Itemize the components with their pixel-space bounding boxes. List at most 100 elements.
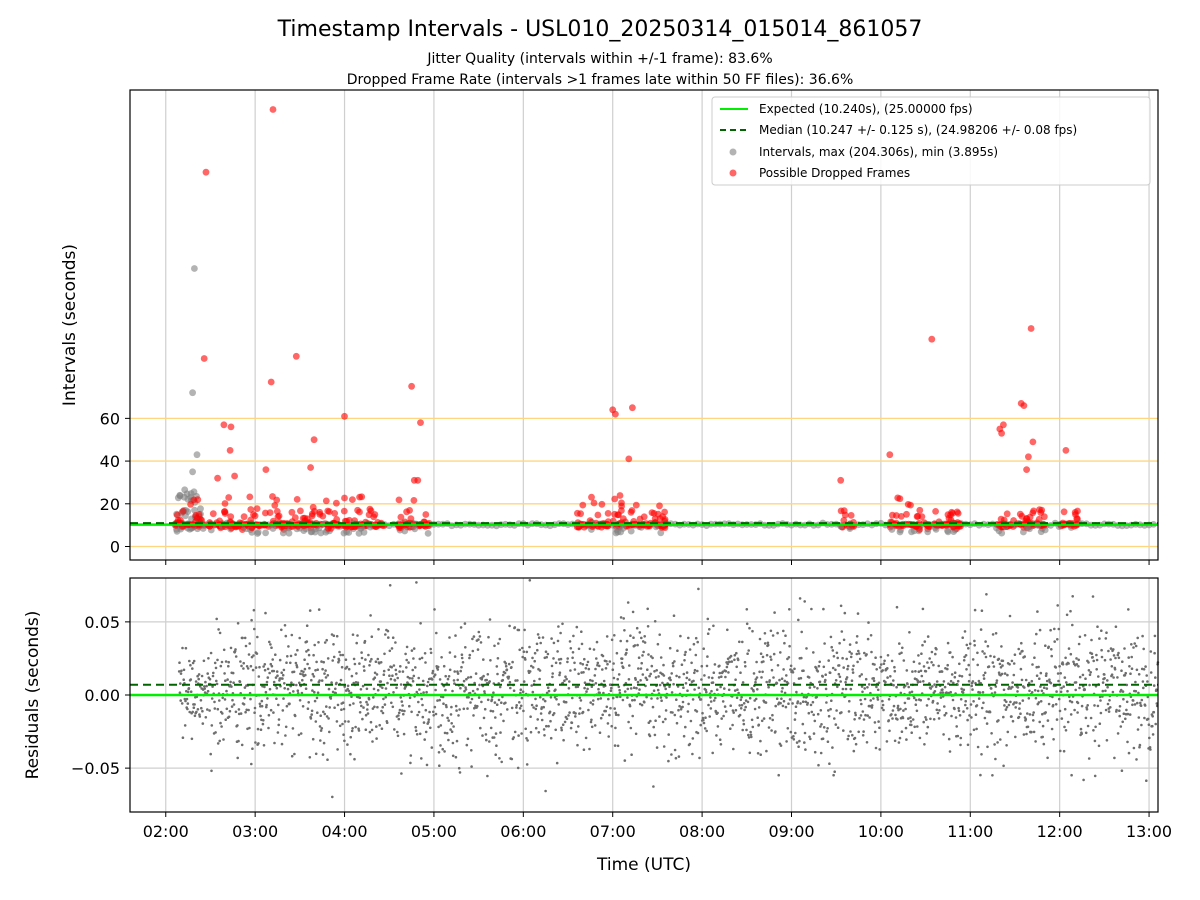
residual-point (973, 639, 976, 643)
residual-point (932, 718, 936, 721)
residual-point (669, 678, 672, 682)
residual-point (693, 668, 697, 672)
residual-point (588, 647, 592, 651)
residual-point (482, 716, 486, 720)
residual-point (905, 738, 908, 741)
residual-point (286, 655, 289, 658)
residual-point (979, 628, 983, 631)
residual-point (352, 681, 356, 685)
residual-point (580, 642, 584, 646)
residual-point (608, 713, 611, 717)
residual-point (968, 673, 972, 677)
residual-point (924, 716, 927, 719)
residual-point (407, 661, 410, 664)
residual-point (683, 659, 686, 662)
residual-point (191, 661, 195, 665)
residual-point (1084, 677, 1087, 680)
residual-point (754, 697, 758, 701)
residual-point (313, 699, 317, 703)
residual-point (409, 761, 412, 765)
residual-point (216, 707, 220, 711)
residual-point (929, 687, 933, 690)
residual-point (651, 656, 654, 660)
residual-point (700, 664, 704, 668)
residual-point (614, 713, 618, 716)
residual-point (954, 716, 958, 719)
residual-point (829, 635, 833, 639)
residual-point (1006, 730, 1010, 734)
residuals-ticks: 02:00 03:00 04:00 05:00 06:00 07:00 08:00 09:00… (71, 613, 1172, 841)
residual-point (1075, 663, 1079, 666)
residual-point (739, 707, 743, 710)
residual-point (1103, 673, 1106, 676)
residual-point (837, 664, 841, 667)
residual-point (836, 656, 839, 660)
residual-point (993, 655, 996, 659)
residual-point (180, 702, 184, 705)
residual-point (620, 657, 624, 660)
residual-point (299, 672, 302, 676)
residual-point (1012, 673, 1016, 677)
residual-point (917, 654, 920, 657)
residual-point (211, 685, 214, 688)
residual-point (620, 661, 624, 665)
residual-point (631, 699, 634, 702)
residual-point (486, 673, 490, 676)
residual-point (536, 648, 539, 652)
residual-point (325, 638, 329, 642)
residual-point (1098, 722, 1102, 725)
residual-point (427, 720, 430, 724)
residual-point (247, 708, 250, 712)
residual-point (896, 704, 900, 708)
residual-point (604, 709, 607, 713)
residual-point (1037, 701, 1041, 704)
residual-point (204, 680, 207, 684)
residual-point (1011, 719, 1015, 723)
residual-point (1032, 719, 1035, 722)
residual-point (779, 701, 782, 705)
residual-point (335, 634, 339, 638)
residual-point (935, 647, 938, 651)
residual-point (857, 730, 860, 734)
residual-point (1038, 628, 1042, 632)
residual-point (521, 646, 524, 650)
residual-point (819, 725, 822, 728)
residual-point (861, 710, 865, 713)
residual-point (847, 734, 850, 738)
residual-point (664, 687, 667, 691)
residual-point (743, 708, 746, 712)
residual-point (445, 731, 449, 735)
residual-point (216, 658, 219, 662)
residual-point (1071, 595, 1074, 598)
residual-point (793, 667, 796, 671)
residual-point (751, 629, 754, 633)
residual-point (587, 667, 591, 671)
residual-point (227, 660, 230, 664)
residual-point (968, 642, 972, 645)
residual-point (1127, 608, 1130, 611)
residual-point (627, 720, 630, 724)
residual-point (934, 652, 937, 656)
residual-point (529, 715, 532, 718)
dropped-frame-point (200, 355, 208, 362)
residual-point (358, 696, 362, 700)
intervals-axes-frame (129, 89, 1159, 561)
residual-point (604, 667, 608, 670)
expected-median-lines (130, 522, 1158, 526)
residual-point (977, 679, 981, 683)
residual-point (747, 649, 750, 652)
residual-point (532, 706, 535, 709)
residual-point (652, 689, 656, 692)
dropped-frame-point (269, 106, 277, 113)
residual-point (1135, 758, 1138, 761)
residual-point (1031, 663, 1034, 666)
residual-point (843, 611, 847, 615)
residual-point (1122, 712, 1126, 715)
residual-point (297, 733, 301, 737)
dropped-frame-point (1038, 506, 1046, 514)
residual-point (214, 731, 217, 734)
x-tick-label: 05:00 (411, 822, 457, 841)
residual-point (664, 709, 668, 712)
residual-point (1089, 716, 1093, 720)
residual-point (854, 742, 858, 746)
